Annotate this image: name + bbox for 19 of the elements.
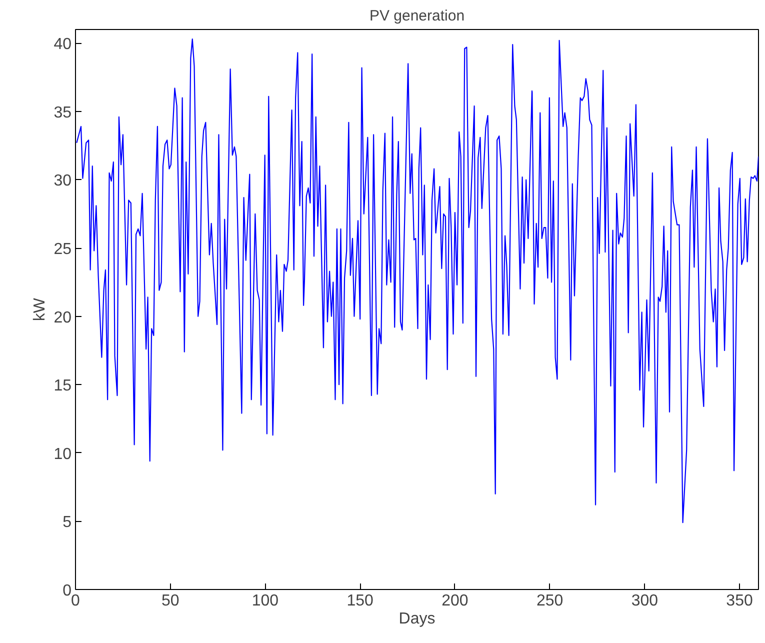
x-axis-title: Days	[398, 610, 436, 628]
y-tick-label: 10	[54, 446, 72, 463]
x-tick-label: 300	[631, 592, 658, 610]
y-axis-title: kW	[32, 297, 49, 322]
y-tick-label: 30	[54, 172, 72, 190]
x-tick-label: 200	[442, 592, 468, 610]
x-tick-label: 100	[252, 592, 279, 610]
y-tick-label: 25	[54, 241, 72, 258]
line-series	[76, 38, 758, 524]
y-tick-label: 15	[54, 378, 72, 395]
y-tick-label: 40	[54, 36, 72, 54]
x-tick-label: 250	[536, 592, 564, 610]
chart-title: PV generation	[369, 8, 465, 24]
x-tick-label: 350	[726, 592, 753, 610]
x-tick-label: 150	[346, 592, 374, 610]
y-tick-label: 5	[62, 514, 72, 532]
x-tick-label: 50	[161, 592, 180, 610]
y-tick-label: 35	[54, 104, 72, 122]
y-tick-label: 20	[54, 309, 72, 326]
